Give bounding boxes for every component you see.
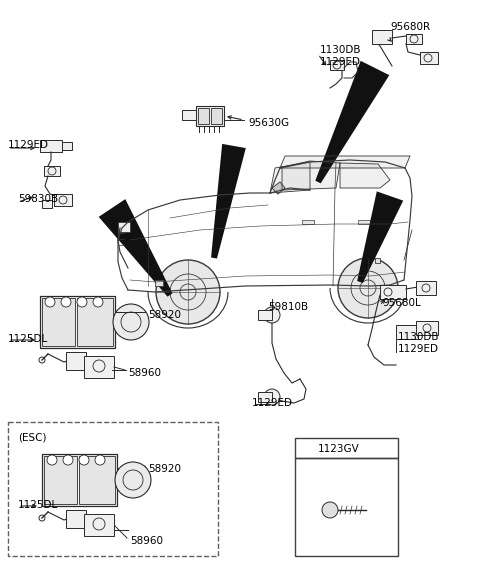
Bar <box>330 60 344 70</box>
Bar <box>380 285 406 299</box>
Bar <box>302 220 314 224</box>
Circle shape <box>264 389 280 405</box>
Circle shape <box>264 307 280 323</box>
Bar <box>295 438 398 458</box>
Text: 59830B: 59830B <box>18 194 58 204</box>
Bar <box>182 110 196 120</box>
Bar <box>42 200 52 208</box>
Bar <box>62 142 72 150</box>
Bar <box>84 514 114 536</box>
Text: 59810B: 59810B <box>268 302 308 312</box>
Circle shape <box>156 260 220 324</box>
Circle shape <box>45 297 55 307</box>
Bar <box>84 356 114 378</box>
Bar <box>44 456 77 504</box>
Bar <box>66 352 86 370</box>
Bar <box>196 106 224 126</box>
Bar <box>66 510 86 528</box>
Text: 1129ED: 1129ED <box>8 140 49 150</box>
Text: 1130DB: 1130DB <box>398 332 440 342</box>
Polygon shape <box>280 156 410 168</box>
Polygon shape <box>282 161 340 190</box>
Circle shape <box>93 297 103 307</box>
Text: 1129ED: 1129ED <box>252 398 293 408</box>
Text: 1129ED: 1129ED <box>320 57 361 67</box>
Bar <box>375 258 380 263</box>
Text: 58960: 58960 <box>130 536 163 546</box>
Bar <box>416 321 438 335</box>
Circle shape <box>77 297 87 307</box>
Text: 95630G: 95630G <box>248 118 289 128</box>
Bar <box>295 458 398 556</box>
Bar <box>118 222 130 232</box>
Circle shape <box>322 502 338 518</box>
Polygon shape <box>211 144 246 258</box>
Bar <box>54 194 72 206</box>
Polygon shape <box>272 182 285 194</box>
Bar <box>155 280 163 286</box>
Polygon shape <box>357 191 403 283</box>
Text: 58920: 58920 <box>148 310 181 320</box>
Circle shape <box>79 455 89 465</box>
Bar <box>372 30 392 44</box>
Text: 95680R: 95680R <box>390 22 430 32</box>
Circle shape <box>95 455 105 465</box>
Circle shape <box>63 455 73 465</box>
Text: 1123GV: 1123GV <box>318 444 360 454</box>
Bar <box>420 52 438 64</box>
Text: 58960: 58960 <box>128 368 161 378</box>
Bar <box>40 140 62 152</box>
Circle shape <box>115 462 151 498</box>
Bar <box>358 220 370 224</box>
Text: 1125DL: 1125DL <box>18 500 58 510</box>
Bar <box>8 422 218 556</box>
Bar <box>211 108 222 124</box>
Polygon shape <box>340 163 390 188</box>
Circle shape <box>113 304 149 340</box>
Polygon shape <box>315 61 389 183</box>
Bar <box>416 281 436 295</box>
Bar <box>40 296 115 348</box>
Bar <box>258 310 272 320</box>
Bar <box>42 298 75 346</box>
Bar <box>396 325 418 339</box>
Text: (ESC): (ESC) <box>18 432 47 442</box>
Polygon shape <box>270 162 310 193</box>
Circle shape <box>338 258 398 318</box>
Text: 1130DB: 1130DB <box>320 45 361 55</box>
Polygon shape <box>99 199 172 297</box>
Circle shape <box>61 297 71 307</box>
Bar <box>42 454 117 506</box>
Bar <box>77 298 113 346</box>
Text: 1129ED: 1129ED <box>398 344 439 354</box>
Bar <box>44 166 60 176</box>
Text: 95680L: 95680L <box>382 298 421 308</box>
Text: 58920: 58920 <box>148 464 181 474</box>
Bar <box>406 34 422 44</box>
Circle shape <box>47 455 57 465</box>
Text: 1125DL: 1125DL <box>8 334 48 344</box>
Bar <box>198 108 209 124</box>
Bar <box>258 392 272 402</box>
Bar <box>79 456 115 504</box>
